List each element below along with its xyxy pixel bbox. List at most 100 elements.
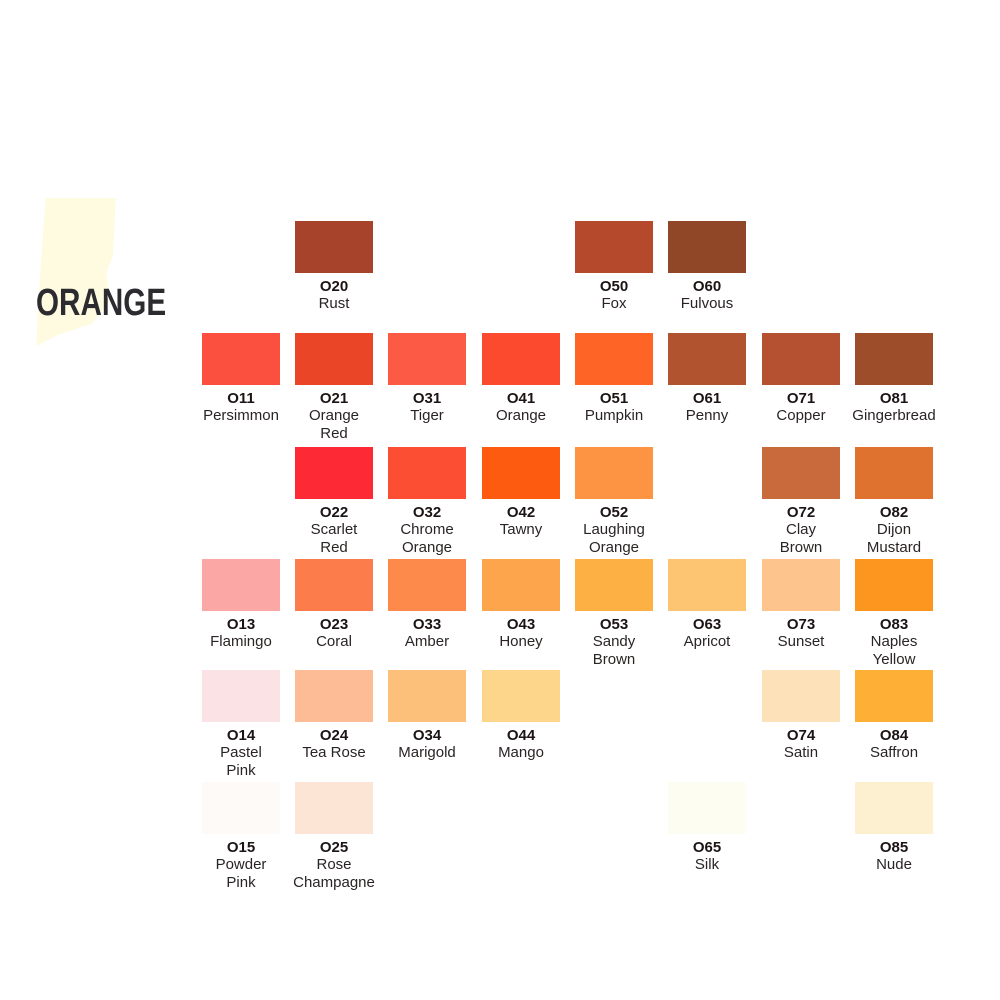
- swatch-o44: O44 Mango: [476, 670, 566, 762]
- swatch-code: O52: [599, 504, 629, 521]
- swatch-code: O60: [692, 278, 722, 295]
- swatch-name: Gingerbread: [852, 407, 936, 424]
- color-chip: [202, 782, 280, 834]
- swatch-code: O23: [319, 616, 349, 633]
- swatch-o74: O74 Satin: [756, 670, 846, 762]
- swatch-o34: O34 Marigold: [382, 670, 472, 762]
- swatch-name: Sunset: [777, 633, 825, 650]
- swatch-code: O82: [879, 504, 909, 521]
- swatch-code: O22: [319, 504, 349, 521]
- swatch-code: O25: [319, 839, 349, 856]
- swatch-name: Marigold: [398, 744, 456, 761]
- swatch-name: Apricot: [683, 633, 731, 650]
- swatch-name: Flamingo: [210, 633, 272, 650]
- swatch-name: Tiger: [410, 407, 444, 424]
- swatch-o11: O11 Persimmon: [196, 333, 286, 425]
- swatch-name: Saffron: [869, 744, 919, 761]
- swatch-name: Fox: [601, 295, 627, 312]
- swatch-name: Mango: [498, 744, 544, 761]
- swatch-o51: O51 Pumpkin: [569, 333, 659, 425]
- color-chip: [668, 221, 746, 273]
- color-chip: [388, 333, 466, 385]
- page-title: ORANGE: [36, 282, 167, 324]
- swatch-o14: O14 Pastel Pink: [196, 670, 286, 780]
- swatch-o84: O84 Saffron: [849, 670, 939, 762]
- swatch-name: Rust: [318, 295, 350, 312]
- swatch-name: Nude: [876, 856, 912, 873]
- color-chip: [762, 333, 840, 385]
- swatch-code: O32: [412, 504, 442, 521]
- swatch-code: O83: [879, 616, 909, 633]
- color-chip: [295, 670, 373, 722]
- color-chip: [482, 559, 560, 611]
- color-chip: [575, 333, 653, 385]
- swatch-o21: O21 Orange Red: [289, 333, 379, 443]
- swatch-name: Tawny: [499, 521, 543, 538]
- swatch-o22: O22 Scarlet Red: [289, 447, 379, 557]
- swatch-code: O74: [786, 727, 816, 744]
- swatch-name: Sandy Brown: [592, 633, 636, 668]
- color-chip: [202, 333, 280, 385]
- swatch-name: Pastel Pink: [220, 744, 262, 779]
- swatch-name: Copper: [776, 407, 826, 424]
- swatch-code: O15: [226, 839, 256, 856]
- color-chip: [388, 447, 466, 499]
- color-chip: [855, 559, 933, 611]
- color-chip: [575, 447, 653, 499]
- swatch-name: Chrome Orange: [400, 521, 454, 556]
- swatch-o82: O82 Dijon Mustard: [849, 447, 939, 557]
- swatch-o24: O24 Tea Rose: [289, 670, 379, 762]
- color-chip: [855, 447, 933, 499]
- swatch-name: Scarlet Red: [310, 521, 358, 556]
- color-chip: [295, 333, 373, 385]
- swatch-code: O24: [319, 727, 349, 744]
- swatch-name: Orange Red: [308, 407, 360, 442]
- swatch-name: Satin: [783, 744, 819, 761]
- swatch-code: O31: [412, 390, 442, 407]
- swatch-o32: O32 Chrome Orange: [382, 447, 472, 557]
- color-chip: [855, 782, 933, 834]
- color-chip: [295, 221, 373, 273]
- swatch-code: O63: [692, 616, 722, 633]
- swatch-name: Pumpkin: [584, 407, 644, 424]
- swatch-code: O73: [786, 616, 816, 633]
- swatch-code: O20: [319, 278, 349, 295]
- color-chip: [295, 782, 373, 834]
- color-chip: [482, 670, 560, 722]
- color-chip: [668, 782, 746, 834]
- swatch-o31: O31 Tiger: [382, 333, 472, 425]
- swatch-code: O65: [692, 839, 722, 856]
- swatch-code: O13: [226, 616, 256, 633]
- color-chip: [855, 333, 933, 385]
- swatch-code: O61: [692, 390, 722, 407]
- swatch-name: Fulvous: [680, 295, 734, 312]
- swatch-name: Silk: [694, 856, 720, 873]
- swatch-name: Powder Pink: [215, 856, 267, 891]
- swatch-name: Naples Yellow: [870, 633, 918, 668]
- swatch-o71: O71 Copper: [756, 333, 846, 425]
- swatch-o53: O53 Sandy Brown: [569, 559, 659, 669]
- swatch-o42: O42 Tawny: [476, 447, 566, 539]
- swatch-name: Persimmon: [203, 407, 279, 424]
- swatch-code: O71: [786, 390, 816, 407]
- swatch-name: Clay Brown: [779, 521, 823, 556]
- swatch-code: O53: [599, 616, 629, 633]
- color-chip: [482, 447, 560, 499]
- swatch-code: O50: [599, 278, 629, 295]
- swatch-code: O33: [412, 616, 442, 633]
- swatch-o23: O23 Coral: [289, 559, 379, 651]
- swatch-name: Tea Rose: [302, 744, 366, 761]
- swatch-name: Amber: [404, 633, 450, 650]
- swatch-o43: O43 Honey: [476, 559, 566, 651]
- color-chip: [575, 221, 653, 273]
- swatch-code: O85: [879, 839, 909, 856]
- swatch-code: O42: [506, 504, 536, 521]
- swatch-name: Orange: [495, 407, 547, 424]
- swatch-o72: O72 Clay Brown: [756, 447, 846, 557]
- color-chip: [295, 447, 373, 499]
- swatch-o25: O25 Rose Champagne: [289, 782, 379, 892]
- swatch-code: O81: [879, 390, 909, 407]
- color-chip: [855, 670, 933, 722]
- color-chip: [202, 559, 280, 611]
- swatch-code: O14: [226, 727, 256, 744]
